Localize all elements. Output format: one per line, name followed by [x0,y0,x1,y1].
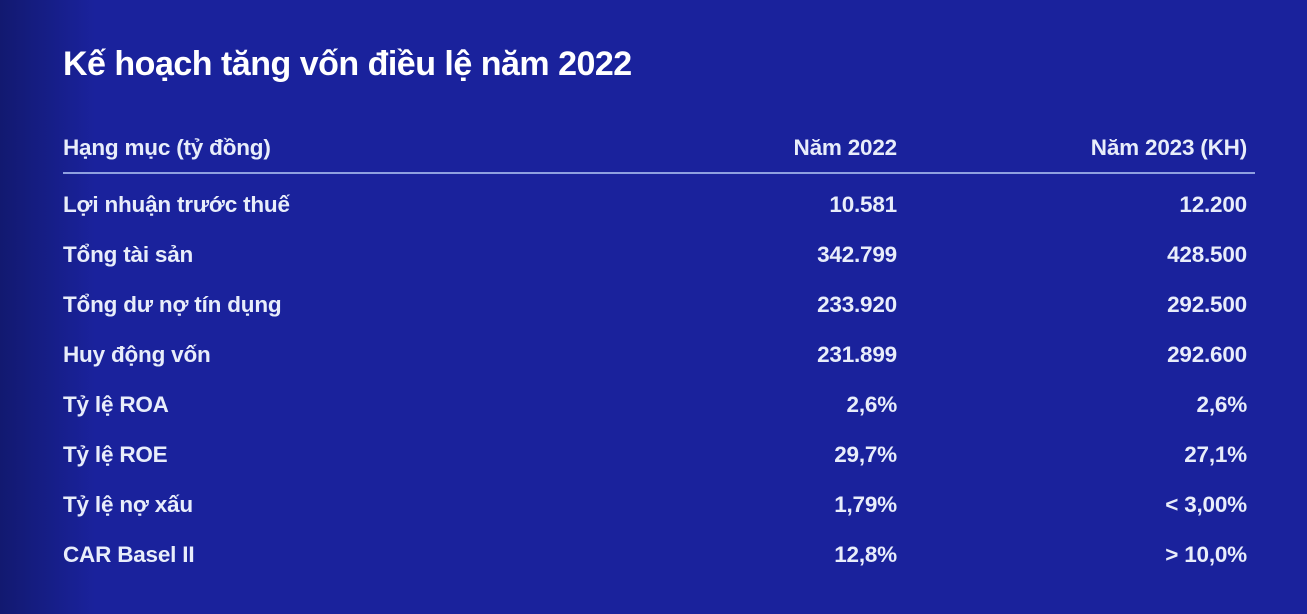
row-label: Lợi nhuận trước thuế [63,192,290,217]
table-row: Huy động vốn 231.899 292.600 [63,330,1255,380]
row-value-2023: 12.200 [1179,192,1247,217]
row-label: CAR Basel II [63,542,195,567]
header-cell-2023: Năm 2023 (KH) [1090,135,1247,160]
row-value-2022: 2,6% [846,392,898,417]
row-value-2023: 428.500 [1167,242,1247,267]
table-row: CAR Basel II 12,8% > 10,0% [63,530,1255,580]
page-title: Kế hoạch tăng vốn điều lệ năm 2022 [63,44,632,83]
row-value-2022: 12,8% [834,542,897,567]
row-label: Tỷ lệ ROE [63,442,168,467]
header-cell-2022: Năm 2022 [793,135,898,160]
row-value-2023: 2,6% [1196,392,1248,417]
row-value-2022: 10.581 [829,192,897,217]
row-value-2022: 29,7% [834,442,897,467]
row-value-2023: 292.600 [1167,342,1247,367]
row-label: Tỷ lệ ROA [63,392,169,417]
row-label: Tổng dư nợ tín dụng [63,292,282,317]
row-value-2023: > 10,0% [1165,542,1247,567]
header-cell-item: Hạng mục (tỷ đồng) [63,135,271,160]
data-table: Hạng mục (tỷ đồng) Năm 2022 Năm 2023 (KH… [63,124,1255,580]
row-label: Huy động vốn [63,342,211,367]
row-value-2022: 231.899 [817,342,897,367]
row-label: Tổng tài sản [63,242,194,267]
table-row: Tỷ lệ ROA 2,6% 2,6% [63,380,1255,430]
row-value-2022: 233.920 [817,292,897,317]
table-row: Tỷ lệ nợ xấu 1,79% < 3,00% [63,480,1255,530]
table-row: Tổng dư nợ tín dụng 233.920 292.500 [63,280,1255,330]
table-body: Lợi nhuận trước thuế 10.581 12.200 Tổng tài… [63,180,1255,580]
table-row: Lợi nhuận trước thuế 10.581 12.200 [63,180,1255,230]
row-value-2023: 27,1% [1184,442,1247,467]
table-header: Hạng mục (tỷ đồng) Năm 2022 Năm 2023 (KH… [63,124,1255,174]
row-value-2023: < 3,00% [1165,492,1247,517]
row-value-2022: 342.799 [817,242,897,267]
table-row: Tổng tài sản 342.799 428.500 [63,230,1255,280]
table-row: Tỷ lệ ROE 29,7% 27,1% [63,430,1255,480]
row-value-2023: 292.500 [1167,292,1247,317]
row-value-2022: 1,79% [834,492,897,517]
row-label: Tỷ lệ nợ xấu [63,492,193,517]
